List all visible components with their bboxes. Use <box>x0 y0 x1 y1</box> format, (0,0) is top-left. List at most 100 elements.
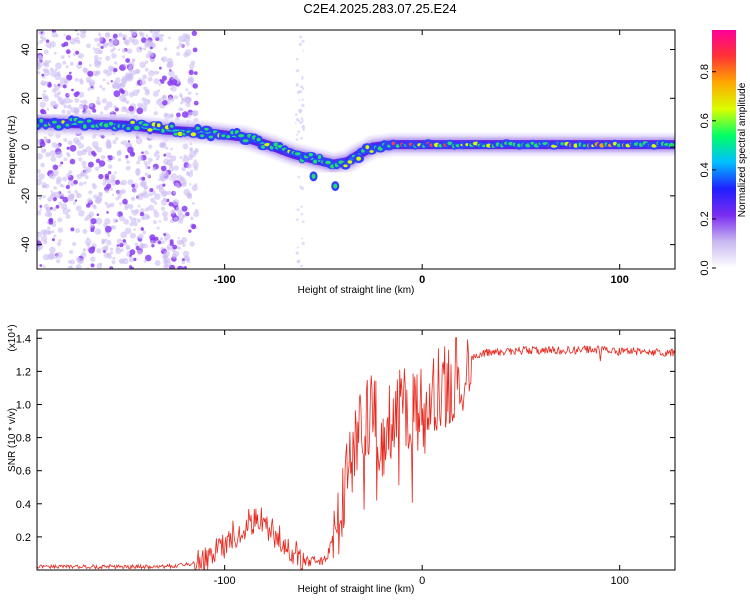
noise-speckle <box>195 92 199 96</box>
noise-speckle <box>67 260 72 264</box>
noise-speckle <box>91 134 97 139</box>
noise-speckle <box>114 61 118 65</box>
noise-speckle <box>132 188 138 194</box>
noise-speckle <box>37 178 43 186</box>
ridge-blob-core <box>156 123 161 128</box>
colorbar-scale <box>712 30 736 268</box>
noise-speckle <box>127 73 134 80</box>
noise-speckle <box>119 181 124 185</box>
noise-speckle <box>102 250 106 253</box>
noise-speckle <box>160 57 164 61</box>
y-tick-label: -40 <box>20 237 32 253</box>
noise-speckle <box>44 62 50 68</box>
noise-speckle <box>296 133 299 136</box>
noise-speckle <box>38 197 42 201</box>
y-tick-label: 0 <box>20 144 32 150</box>
noise-speckle <box>182 250 190 257</box>
spectrogram-x-label: Height of straight line (km) <box>298 285 415 296</box>
noise-speckle <box>120 231 128 239</box>
y-tick-label: 0.2 <box>16 532 31 544</box>
noise-speckle <box>95 198 102 204</box>
noise-speckle <box>74 98 80 103</box>
noise-speckle <box>137 155 144 162</box>
noise-speckle <box>69 144 77 152</box>
noise-speckle <box>163 233 167 236</box>
noise-speckle <box>53 51 57 55</box>
noise-speckle <box>90 263 95 268</box>
noise-speckle <box>46 230 52 235</box>
noise-speckle <box>60 55 65 60</box>
ridge-blob-core <box>395 144 400 148</box>
noise-speckle <box>37 210 42 216</box>
noise-speckle <box>302 128 305 131</box>
noise-speckle <box>54 73 62 81</box>
noise-speckle <box>55 105 58 108</box>
noise-speckle <box>143 190 148 195</box>
noise-speckle <box>182 156 189 164</box>
ridge-blob-core <box>313 159 318 164</box>
noise-speckle <box>85 175 89 180</box>
noise-speckle <box>144 67 149 72</box>
ridge-blob-core <box>169 124 174 128</box>
noise-speckle <box>167 63 172 67</box>
noise-speckle <box>187 194 193 200</box>
noise-speckle <box>84 104 89 110</box>
noise-speckle <box>160 206 166 211</box>
colorbar-label: Normalized spectral amplitude <box>737 82 748 217</box>
ridge-blob-core <box>311 173 316 179</box>
noise-speckle <box>157 89 161 93</box>
noise-speckle <box>98 173 104 180</box>
noise-speckle <box>49 193 55 199</box>
noise-speckle <box>115 179 121 185</box>
noise-speckle <box>189 147 194 151</box>
noise-speckle <box>158 187 165 194</box>
snr-ticks: -100 0 100 0.2 0.4 0.6 0.8 1.0 1.2 1.4 <box>16 330 675 587</box>
noise-speckle <box>48 252 56 259</box>
noise-speckle <box>92 47 96 50</box>
noise-speckle <box>163 216 169 222</box>
noise-speckle <box>83 181 87 185</box>
ridge-blob-core <box>130 120 135 124</box>
noise-speckle <box>101 98 107 104</box>
noise-speckle <box>129 92 135 98</box>
noise-speckle <box>103 69 108 74</box>
noise-speckle <box>106 178 112 184</box>
noise-speckle <box>112 33 118 39</box>
noise-speckle <box>107 233 111 237</box>
noise-speckle <box>76 32 80 36</box>
noise-speckle <box>298 99 301 101</box>
noise-speckle <box>144 172 148 176</box>
noise-speckle <box>67 55 71 58</box>
noise-speckle <box>44 95 49 99</box>
noise-speckle <box>53 234 57 238</box>
noise-speckle <box>136 249 143 256</box>
noise-speckle <box>185 88 189 91</box>
noise-speckle <box>67 140 73 146</box>
noise-speckle <box>105 55 111 61</box>
noise-speckle <box>106 252 111 257</box>
noise-speckle <box>300 213 304 216</box>
noise-speckle <box>40 31 43 34</box>
noise-speckle <box>170 209 176 215</box>
noise-speckle <box>40 162 45 168</box>
noise-speckle <box>106 239 112 246</box>
noise-speckle <box>38 55 44 61</box>
noise-speckle <box>139 211 145 217</box>
noise-speckle <box>135 137 143 145</box>
ridge-blob-core <box>43 124 48 127</box>
noise-speckle <box>55 204 60 209</box>
noise-speckle <box>165 152 172 159</box>
noise-speckle <box>182 143 189 150</box>
noise-speckle <box>85 76 92 83</box>
noise-speckle <box>143 185 149 190</box>
noise-speckle <box>301 120 304 123</box>
ridge-blob-core <box>365 145 370 150</box>
noise-speckle <box>63 138 68 142</box>
noise-speckle <box>170 173 178 181</box>
noise-speckle <box>94 37 99 43</box>
noise-speckle <box>111 225 117 230</box>
ridge-blob-core <box>108 121 114 126</box>
noise-speckle <box>113 90 121 98</box>
noise-speckle <box>80 32 86 39</box>
noise-speckle <box>96 195 100 199</box>
